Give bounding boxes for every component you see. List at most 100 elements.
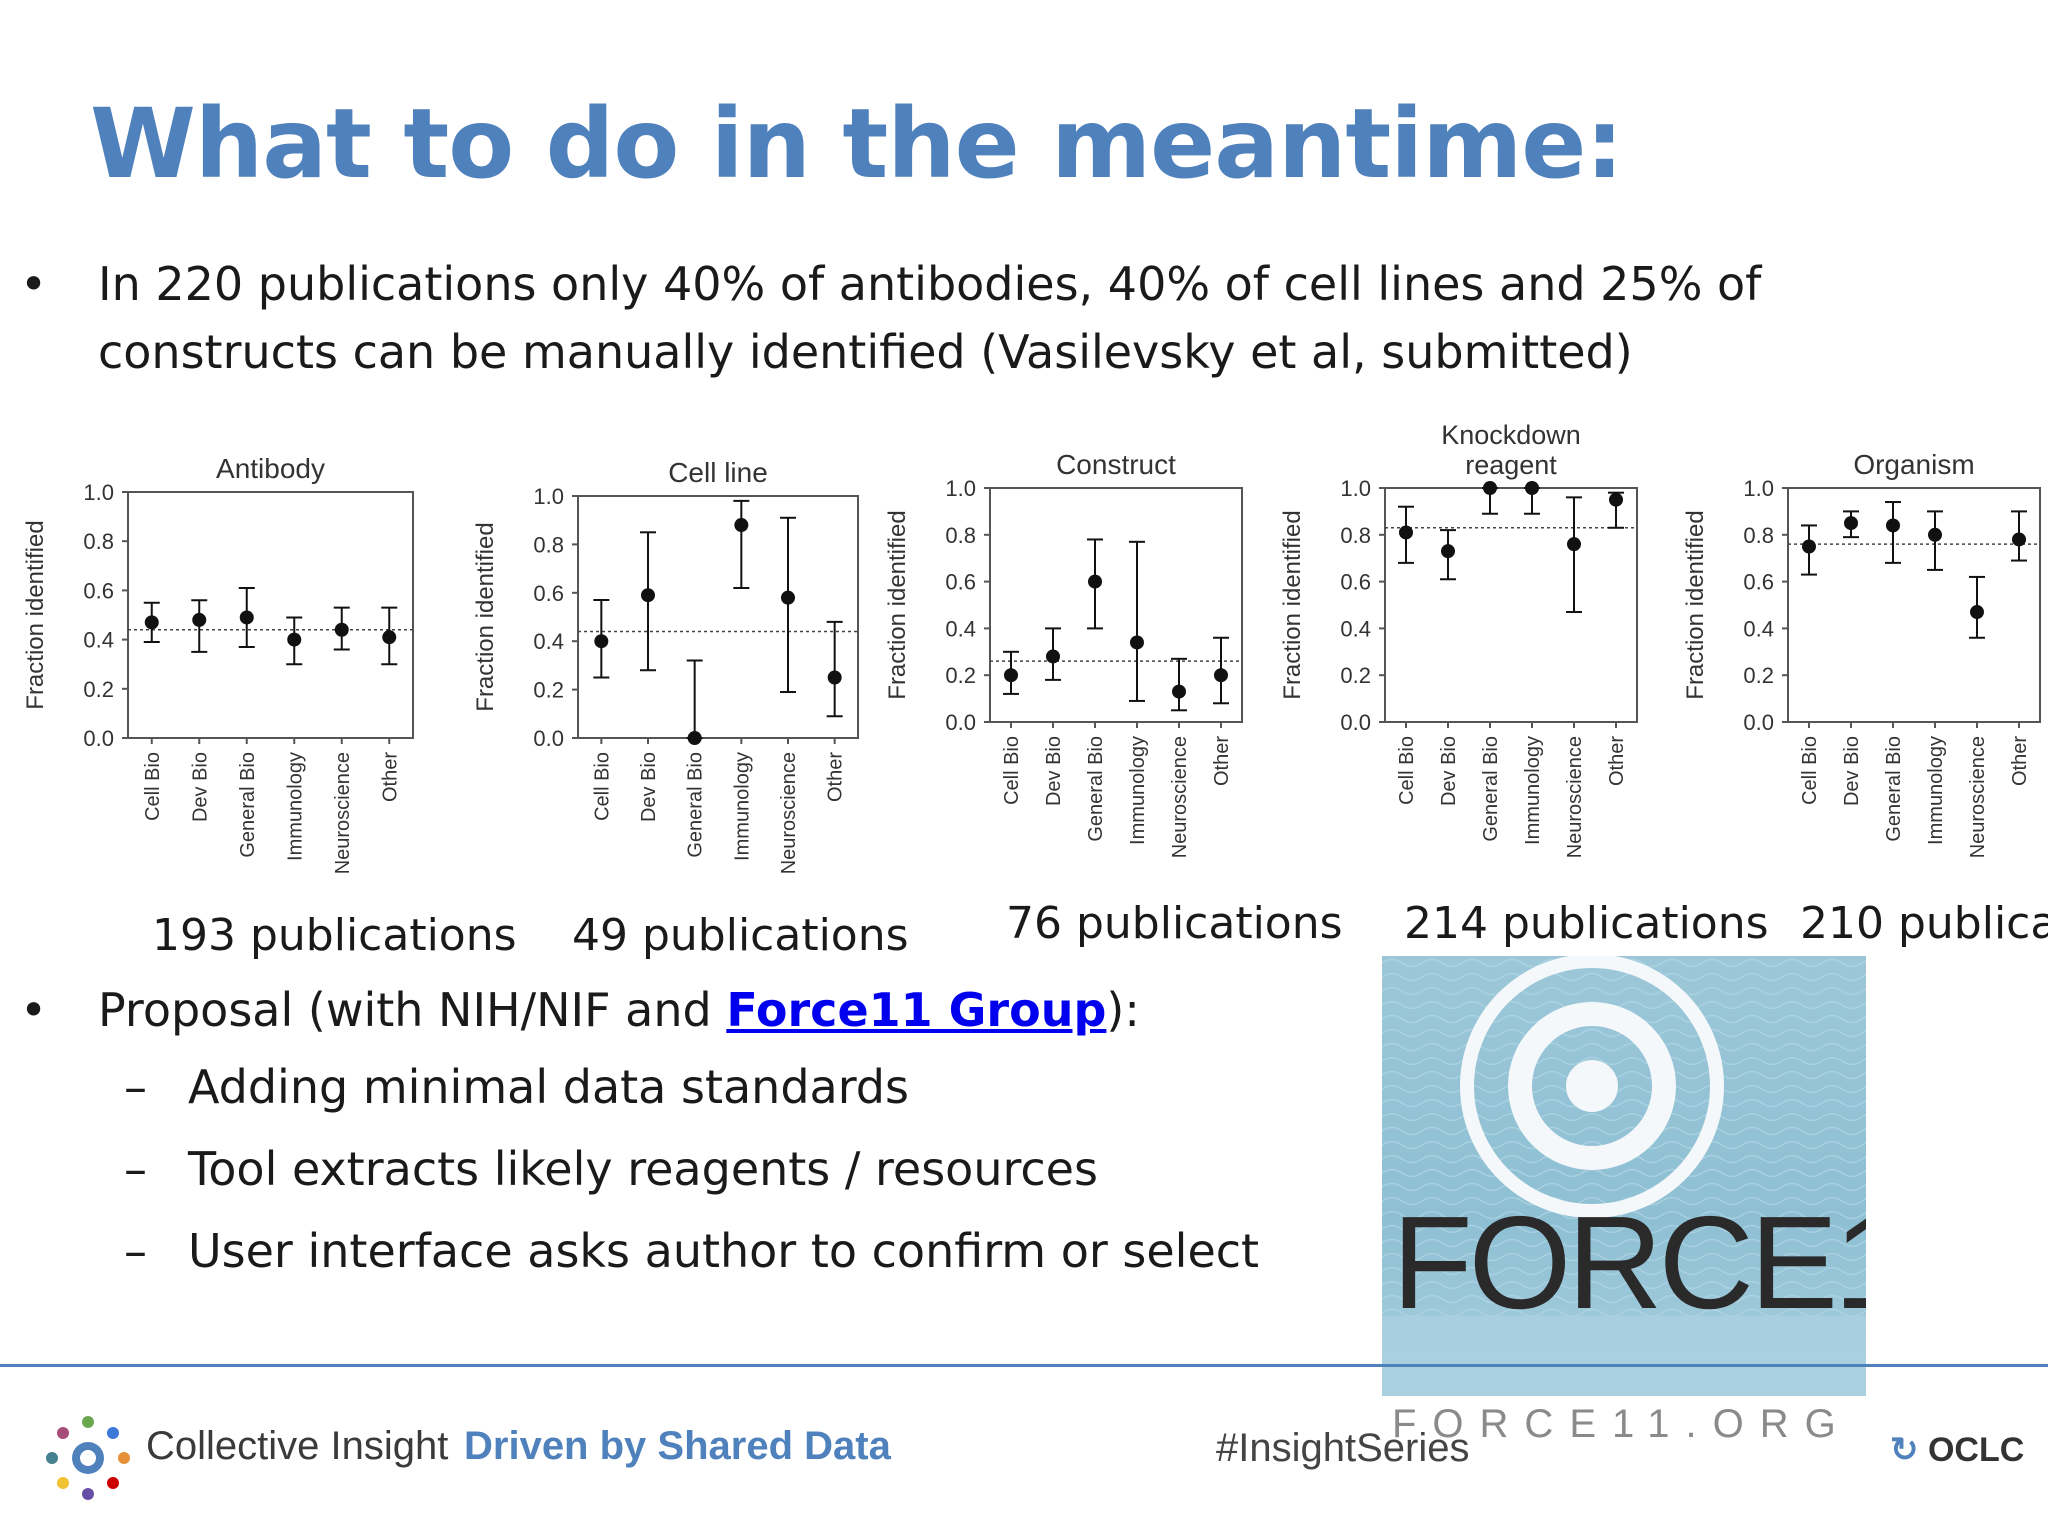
x-tick-label: General Bio — [1085, 736, 1107, 842]
y-axis-label: Fraction identified — [472, 522, 499, 711]
x-tick-label: Neuroscience — [1169, 736, 1191, 858]
bullet-2: • Proposal (with NIH/NIF and Force11 Gro… — [20, 976, 1320, 1046]
data-point — [1172, 684, 1186, 699]
x-tick-label: General Bio — [1883, 736, 1905, 842]
x-tick-label: Cell Bio — [142, 752, 164, 821]
oclc-swirl-icon: ↻ — [1890, 1431, 1919, 1469]
x-tick-label: Cell Bio — [1001, 736, 1023, 805]
bullet-dot: • — [20, 983, 48, 1037]
y-tick-label: 0.4 — [533, 629, 564, 654]
data-point — [1483, 481, 1497, 495]
data-point — [734, 518, 749, 533]
x-tick-label: Dev Bio — [1841, 736, 1863, 806]
sub-bullet-2-text: Tool extracts likely reagents / resource… — [188, 1142, 1098, 1196]
chart-frame — [127, 491, 414, 739]
x-tick-label: Dev Bio — [638, 752, 660, 822]
force11-url[interactable]: FORCE11.ORG — [1392, 1402, 1852, 1446]
y-tick-label: 0.8 — [945, 523, 976, 548]
footer-tagline: Driven by Shared Data — [464, 1424, 891, 1468]
pub-count-organism: 210 publicat — [1800, 898, 2048, 949]
x-tick-label: Cell Bio — [1396, 736, 1418, 805]
y-tick-label: 0.4 — [1340, 616, 1371, 641]
data-point — [2012, 532, 2026, 547]
x-tick-label: Immunology — [731, 752, 753, 861]
y-tick-label: 0.0 — [533, 726, 564, 751]
x-tick-label: Other — [1211, 736, 1233, 786]
data-point — [1928, 527, 1942, 542]
slide-title: What to do in the meantime: — [90, 88, 1624, 200]
bullet-1-line-1: In 220 publications only 40% of antibodi… — [98, 257, 1762, 311]
data-point — [1441, 544, 1455, 559]
chart-title: Organism — [1853, 449, 1974, 480]
y-axis-label: Fraction identified — [22, 520, 49, 709]
chart-frame — [577, 495, 859, 739]
y-tick-label: 0.4 — [1743, 616, 1774, 641]
bullet-2-text: Proposal (with NIH/NIF and Force11 Group… — [98, 976, 1140, 1044]
footer-hashtag: #InsightSeries — [1216, 1426, 1470, 1470]
data-point — [1046, 649, 1060, 664]
x-tick-label: Immunology — [1127, 736, 1149, 845]
x-tick-label: General Bio — [685, 752, 707, 858]
x-tick-label: Other — [825, 752, 847, 802]
y-tick-label: 0.8 — [1743, 523, 1774, 548]
y-tick-label: 0.8 — [533, 532, 564, 557]
y-tick-label: 0.2 — [1743, 663, 1774, 688]
proposal-prefix: Proposal (with NIH/NIF and — [98, 983, 727, 1037]
data-point — [287, 632, 302, 647]
y-axis-label: Fraction identified — [1279, 510, 1306, 699]
x-tick-label: General Bio — [1480, 736, 1502, 842]
target-center — [1566, 1060, 1618, 1112]
oclc-logo: ↻ OCLC — [1890, 1430, 2024, 1470]
data-point — [1802, 539, 1816, 554]
y-tick-label: 0.2 — [83, 677, 114, 702]
target-ring-inner — [1508, 1002, 1676, 1170]
data-point — [1130, 635, 1144, 650]
chart-title: Knockdown — [1441, 420, 1581, 450]
y-tick-label: 1.0 — [1340, 476, 1371, 501]
force11-group-link[interactable]: Force11 Group — [726, 983, 1107, 1037]
x-tick-label: Immunology — [284, 752, 306, 861]
sub-bullet-1-text: Adding minimal data standards — [188, 1060, 909, 1114]
data-point — [781, 590, 795, 605]
data-point — [1088, 574, 1102, 589]
bullet-1: • In 220 publications only 40% of antibo… — [20, 250, 1920, 390]
y-tick-label: 1.0 — [1743, 476, 1774, 501]
data-point — [1609, 492, 1623, 507]
data-point — [641, 588, 655, 603]
force11-logo-graphic: FORCE11 — [1382, 956, 1866, 1396]
y-tick-label: 1.0 — [945, 476, 976, 501]
y-tick-label: 0.0 — [83, 726, 114, 751]
y-tick-label: 1.0 — [533, 484, 564, 509]
target-ring-outer — [1460, 956, 1724, 1218]
x-tick-label: Cell Bio — [591, 752, 613, 821]
y-tick-label: 0.6 — [83, 578, 114, 603]
data-point — [192, 612, 207, 627]
x-tick-label: Other — [379, 752, 401, 802]
bullet-dot: • — [20, 257, 48, 311]
x-tick-label: Other — [1606, 736, 1628, 786]
x-tick-label: Dev Bio — [1438, 736, 1460, 806]
y-axis-label: Fraction identified — [884, 510, 911, 699]
chart-title: Antibody — [216, 453, 325, 484]
bullet-1-line-2: constructs can be manually identified (V… — [98, 325, 1633, 379]
x-tick-label: Neuroscience — [1967, 736, 1989, 858]
y-axis-label: Fraction identified — [1682, 510, 1709, 699]
x-tick-label: Neuroscience — [778, 752, 800, 874]
chart-title: Cell line — [668, 457, 768, 488]
x-tick-label: Immunology — [1522, 736, 1544, 845]
chart-frame — [989, 487, 1243, 723]
x-tick-label: Other — [2009, 736, 2031, 786]
force11-logo: FORCE11 — [1382, 956, 1866, 1396]
data-point — [1886, 518, 1900, 533]
data-point — [144, 615, 159, 630]
pub-count-construct: 76 publications — [1006, 898, 1343, 949]
sub-bullet-3-text: User interface asks author to confirm or… — [188, 1224, 1260, 1278]
y-tick-label: 0.6 — [533, 581, 564, 606]
y-tick-label: 0.6 — [1743, 570, 1774, 595]
data-point — [827, 670, 842, 685]
charts-panel: Antibody Fraction identified 0.0 0.2 0.4 0.6 0… — [22, 420, 2041, 874]
y-tick-label: 0.4 — [83, 628, 114, 653]
proposal-suffix: ): — [1106, 983, 1140, 1037]
data-point — [1567, 537, 1581, 552]
collective-insight-logo-icon — [46, 1416, 130, 1500]
